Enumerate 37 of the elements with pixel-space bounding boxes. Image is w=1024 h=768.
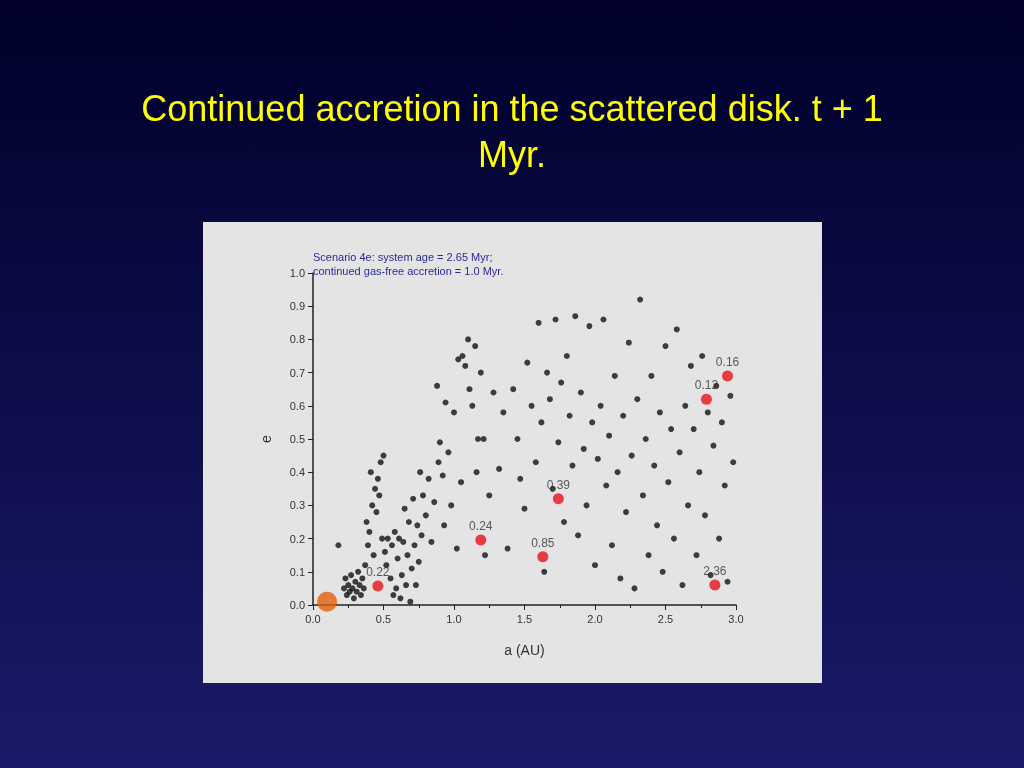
x-tick-label: 0.0 <box>305 612 321 625</box>
x-tick-label: 0.5 <box>375 612 392 625</box>
x-tick-label: 2.5 <box>657 612 674 625</box>
x-tick-label: 1.0 <box>446 612 462 625</box>
point <box>709 579 721 591</box>
y-tick-label: 0.2 <box>289 532 305 545</box>
point <box>317 591 338 612</box>
annotation: 0.39 <box>546 477 571 492</box>
y-tick-label: 0.5 <box>289 433 305 445</box>
y-axis-title: e <box>258 434 274 443</box>
x-axis-title: a (AU) <box>504 642 545 658</box>
annotation: 0.22 <box>366 565 390 580</box>
chart-title: Continued accretion in the scattered disk. t + 1 Myr. <box>140 87 884 177</box>
point <box>475 534 487 546</box>
x-tick-label: 2.0 <box>587 612 603 625</box>
annotation: Scenario 4e: system age = 2.65 Myr; continued gas-free accretion = 1.0 Myr. <box>313 251 504 277</box>
annotation: 0.24 <box>469 518 493 533</box>
point <box>722 370 734 382</box>
point <box>537 551 549 563</box>
y-tick-label: 0.1 <box>289 565 305 578</box>
y-tick-label: 0.7 <box>289 366 305 379</box>
x-tick-label: 3.0 <box>728 612 744 625</box>
annotation: 0.16 <box>715 354 740 369</box>
y-tick-label: 0.3 <box>289 499 305 512</box>
point <box>552 493 564 505</box>
y-tick-label: 0.6 <box>289 399 305 412</box>
y-tick-label: 0.4 <box>289 466 305 479</box>
annotation: 0.85 <box>531 535 555 550</box>
x-tick-label: 1.5 <box>516 612 533 625</box>
annotation: 2.36 <box>703 564 727 579</box>
point <box>700 393 712 405</box>
y-tick-label: 0.9 <box>289 300 305 313</box>
y-tick-label: 0.0 <box>289 599 305 611</box>
y-tick-label: 0.8 <box>289 333 305 346</box>
y-tick-label: 1.0 <box>289 267 305 279</box>
point <box>372 580 384 592</box>
annotation: 0.12 <box>694 378 719 393</box>
